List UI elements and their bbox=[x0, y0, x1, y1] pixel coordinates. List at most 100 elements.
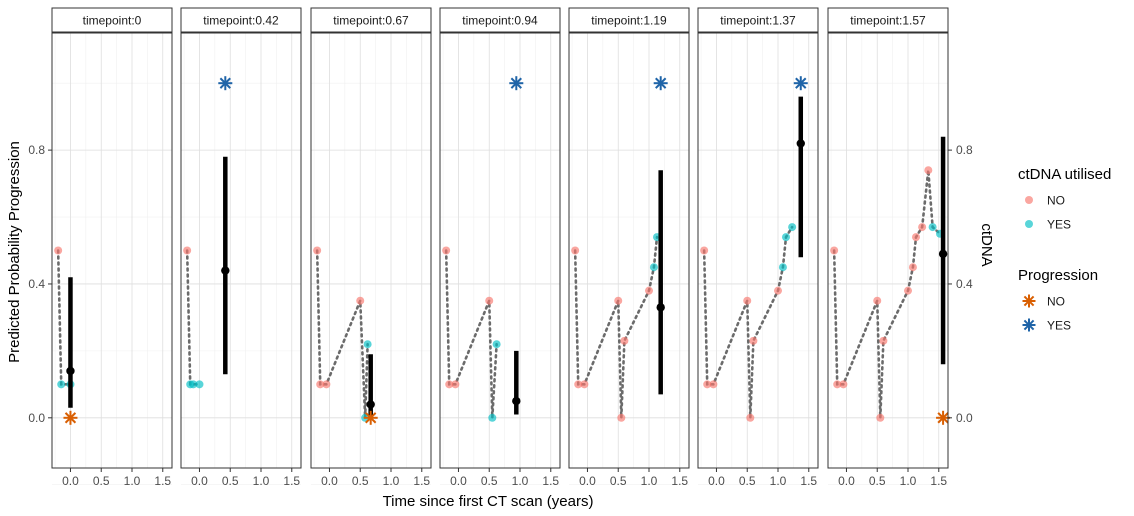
x-tick-label: 0.5 bbox=[352, 474, 369, 488]
x-tick-label: 1.0 bbox=[383, 474, 400, 488]
x-tick-label: 0.5 bbox=[610, 474, 627, 488]
x-tick-label: 1.0 bbox=[641, 474, 658, 488]
x-tick-label: 1.5 bbox=[671, 474, 688, 488]
ctdna-point bbox=[492, 340, 501, 349]
panel-4: timepoint:1.19 bbox=[568, 7, 690, 486]
facet-strip bbox=[827, 7, 949, 33]
x-tick-label: 1.5 bbox=[542, 474, 559, 488]
y-tick-label: 0.4 bbox=[28, 277, 45, 291]
x-tick-label: 1.0 bbox=[253, 474, 270, 488]
panel-border bbox=[439, 32, 561, 469]
ctdna-point bbox=[645, 286, 653, 295]
ctdna-point bbox=[574, 380, 583, 389]
ctdna-point bbox=[580, 380, 589, 389]
panel-2: timepoint:0.67 bbox=[310, 7, 432, 486]
ctdna-point bbox=[918, 223, 927, 232]
progression-marker bbox=[653, 76, 668, 91]
panel-3: timepoint:0.94 bbox=[439, 7, 561, 486]
ctdna-point bbox=[703, 380, 712, 389]
x-tick-label: 1.5 bbox=[413, 474, 430, 488]
x-tick-label: 1.5 bbox=[800, 474, 817, 488]
facet-strip bbox=[51, 7, 173, 33]
panel-1: timepoint:0.42 bbox=[180, 7, 302, 486]
x-tick-label: 0.0 bbox=[838, 474, 855, 488]
ctdna-point bbox=[928, 223, 937, 232]
facet-strip bbox=[568, 7, 690, 33]
legend-key-asterisk bbox=[1022, 294, 1036, 308]
legend-key-circle bbox=[1025, 220, 1033, 228]
facet-strip-label: timepoint:1.37 bbox=[720, 14, 796, 28]
ctdna-point bbox=[749, 336, 758, 345]
legend-label: YES bbox=[1047, 319, 1071, 333]
facet-strip-label: timepoint:0.42 bbox=[203, 14, 279, 28]
ctdna-point bbox=[774, 286, 782, 295]
ctdna-point bbox=[488, 413, 497, 422]
panel-border bbox=[568, 32, 690, 469]
progression-marker-stroke bbox=[655, 77, 667, 89]
ctdna-point bbox=[571, 246, 580, 255]
ctdna-point bbox=[183, 246, 192, 255]
x-tick-label: 1.0 bbox=[770, 474, 787, 488]
facet-strip-label: timepoint:1.19 bbox=[591, 14, 667, 28]
y-axis-title: Predicted Probability Progression bbox=[6, 141, 23, 363]
x-tick-label: 1.5 bbox=[154, 474, 171, 488]
ctdna-point bbox=[649, 263, 658, 272]
ctdna-point bbox=[313, 246, 322, 255]
facet-strip bbox=[697, 7, 819, 33]
legend-label: YES bbox=[1047, 218, 1071, 232]
prediction-point bbox=[796, 139, 805, 148]
progression-marker bbox=[363, 410, 378, 425]
prediction-point bbox=[221, 266, 230, 275]
ctdna-point bbox=[873, 296, 882, 305]
panel-5: timepoint:1.37 bbox=[697, 7, 819, 486]
x-tick-label: 0.0 bbox=[321, 474, 338, 488]
ctdna-trajectory bbox=[444, 249, 498, 418]
legend-layer: ctDNA utilised NO YES Progression NO YES bbox=[1018, 166, 1111, 333]
progression-marker-stroke bbox=[365, 412, 377, 424]
panel-background bbox=[569, 33, 689, 468]
ctdna-point bbox=[788, 223, 797, 232]
ctdna-point bbox=[356, 296, 365, 305]
progression-marker-stroke bbox=[937, 412, 949, 424]
x-tick-label: 1.0 bbox=[900, 474, 917, 488]
prediction-point bbox=[656, 303, 665, 312]
x-tick-label: 0.0 bbox=[579, 474, 596, 488]
x-tick-label: 0.5 bbox=[481, 474, 498, 488]
legend-key-asterisk bbox=[1022, 318, 1036, 332]
panel-border bbox=[51, 32, 173, 469]
x-axis-title: Time since first CT scan (years) bbox=[383, 493, 594, 510]
right-y-tick-label: 0.4 bbox=[956, 277, 973, 291]
x-tick-label: 0.5 bbox=[222, 474, 239, 488]
ctdna-trajectory bbox=[315, 249, 369, 418]
legend-label: NO bbox=[1047, 194, 1065, 208]
x-tick-label: 0.0 bbox=[450, 474, 467, 488]
progression-marker-stroke bbox=[510, 77, 522, 89]
panel-background bbox=[181, 33, 301, 468]
ctdna-point bbox=[908, 263, 917, 272]
legend-key-asterisk-stroke bbox=[1023, 319, 1035, 331]
ctdna-point bbox=[778, 263, 787, 272]
legend-label: NO bbox=[1047, 295, 1065, 309]
legend-key-circle bbox=[1025, 196, 1033, 204]
panel-background bbox=[828, 33, 948, 468]
panel-6: timepoint:1.57 bbox=[827, 7, 951, 486]
ctdna-point bbox=[442, 246, 451, 255]
x-tick-label: 0.0 bbox=[191, 474, 208, 488]
panel-border bbox=[827, 32, 949, 469]
panels-layer: timepoint:0 timepoint:0.42 timepoint:0.67 t… bbox=[51, 7, 951, 486]
panel-border bbox=[697, 32, 819, 469]
ctdna-point bbox=[833, 380, 842, 389]
ctdna-point bbox=[709, 380, 718, 389]
y-tick-label: 0.0 bbox=[28, 411, 45, 425]
facet-strip-label: timepoint:0.67 bbox=[333, 14, 409, 28]
progression-marker-stroke bbox=[64, 412, 77, 424]
y-tick-label: 0.8 bbox=[28, 143, 45, 157]
panel-background bbox=[440, 33, 560, 468]
facet-strip bbox=[310, 7, 432, 33]
ctdna-point bbox=[451, 380, 460, 389]
right-y-tick-label: 0.8 bbox=[956, 143, 973, 157]
progression-marker bbox=[509, 76, 524, 91]
x-tick-label: 0.5 bbox=[869, 474, 886, 488]
facet-strip-label: timepoint:0 bbox=[83, 14, 142, 28]
